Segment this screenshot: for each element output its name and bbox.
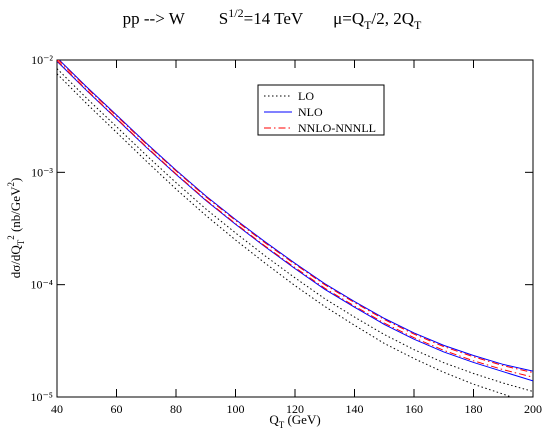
legend-label: LO (298, 89, 314, 103)
y-label-part: 2 (6, 182, 16, 187)
y-tick-label: 10⁻⁴ (30, 278, 53, 292)
x-tick-label: 180 (465, 402, 483, 416)
y-label-part: dσ/dQ (8, 245, 23, 279)
plot-area (57, 60, 533, 397)
series-line (57, 60, 533, 382)
title-part: T (414, 18, 422, 32)
x-tick-label: 140 (346, 402, 364, 416)
x-tick-label: 100 (227, 402, 245, 416)
x-label-part: T (279, 420, 285, 430)
x-label-part: Q (269, 412, 279, 427)
x-label-part: (GeV) (284, 412, 320, 427)
title-part: =14 TeV (244, 9, 304, 28)
x-tick-label: 80 (170, 402, 182, 416)
y-label-part: (nb/GeV (8, 186, 23, 235)
y-axis-label: dσ/dQT2 (nb/GeV2) (6, 178, 26, 279)
legend-label: NLO (298, 105, 323, 119)
y-label-part: 2 (6, 235, 16, 240)
y-tick-label: 10⁻⁵ (30, 390, 53, 404)
y-label-part: T (16, 239, 26, 245)
x-tick-label: 60 (111, 402, 123, 416)
x-axis-label: QT (GeV) (269, 412, 320, 430)
series-line (58, 60, 533, 372)
y-tick-label: 10⁻³ (31, 165, 53, 179)
series-line (57, 60, 533, 374)
series-line (57, 68, 533, 392)
title-part: 1/2 (228, 6, 243, 20)
legend-label: NNLO-NNNLL (298, 121, 376, 135)
x-tick-label: 200 (524, 402, 542, 416)
y-label-part: ) (8, 178, 23, 182)
x-tick-label: 120 (286, 402, 304, 416)
chart-title: pp --> W S1/2=14 TeV μ=QT/2, 2QT (123, 6, 422, 32)
legend-box (257, 84, 385, 136)
x-tick-label: 40 (51, 402, 63, 416)
title-part: pp --> W (123, 9, 186, 28)
title-part: μ=Q (333, 9, 364, 28)
title-part: /2, 2Q (372, 9, 415, 28)
y-tick-label: 10⁻² (31, 53, 53, 67)
series-line (57, 60, 533, 378)
x-tick-label: 160 (405, 402, 423, 416)
title-part: S (219, 9, 228, 28)
title-part: T (364, 18, 372, 32)
